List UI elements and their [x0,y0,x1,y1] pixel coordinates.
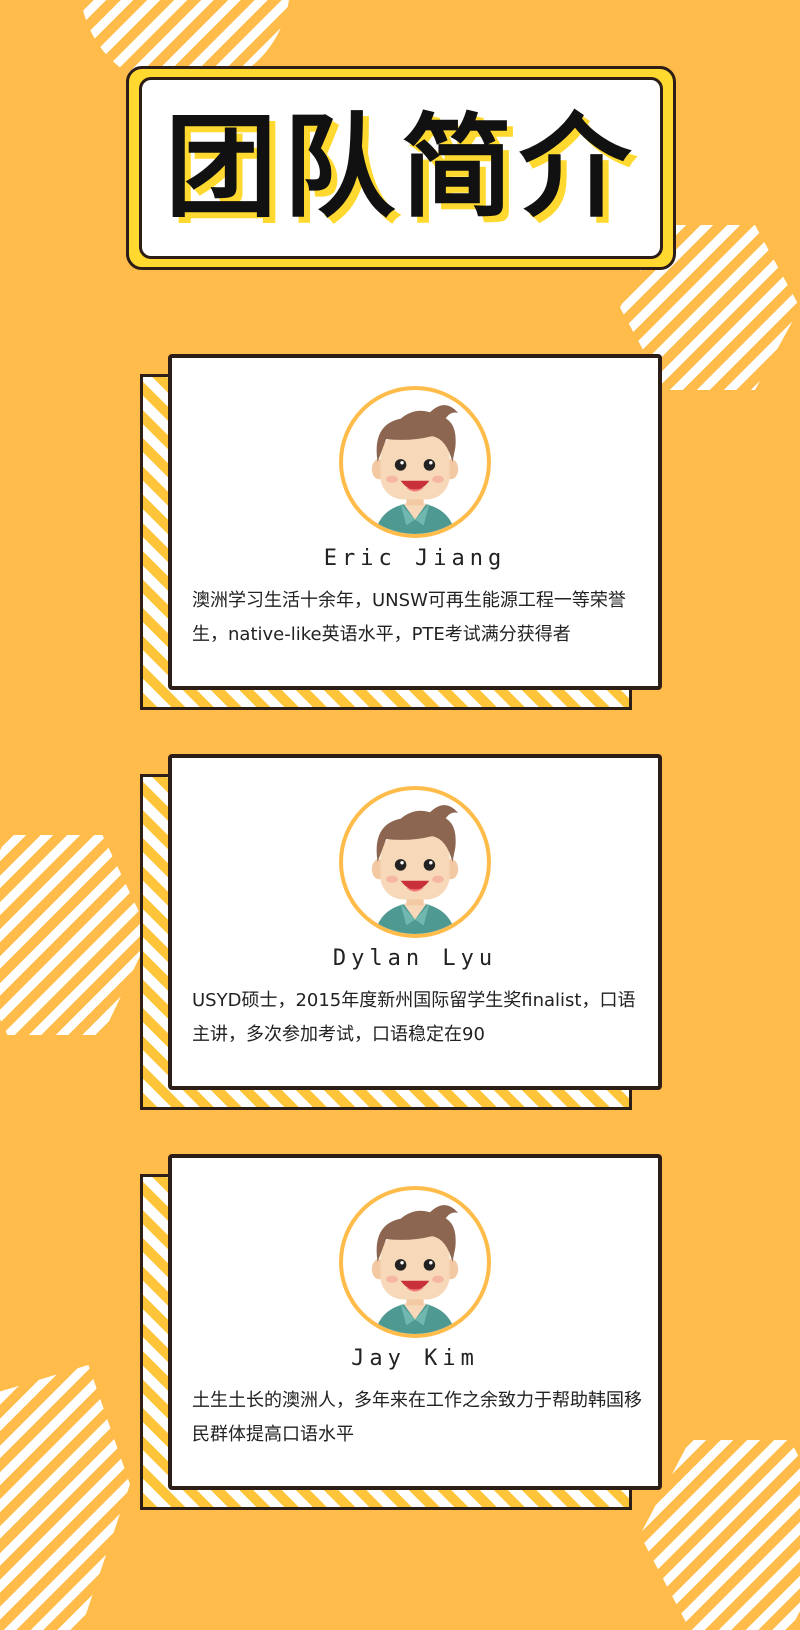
member-name: Eric Jiang [323,546,507,571]
member-name: Jay Kim [351,1346,479,1371]
cartoon-boy-avatar-icon [343,390,487,534]
decor-stripes-bottom-left [0,1365,130,1630]
avatar [339,386,491,538]
card-panel: Eric Jiang 澳洲学习生活十余年，UNSW可再生能源工程一等荣誉生，na… [168,354,662,690]
cartoon-boy-avatar-icon [343,1190,487,1334]
member-card-1: Eric Jiang 澳洲学习生活十余年，UNSW可再生能源工程一等荣誉生，na… [140,354,665,714]
member-card-3: Jay Kim 土生土长的澳洲人，多年来在工作之余致力于帮助韩国移民群体提高口语… [140,1154,665,1514]
title-panel: 团队简介 [139,77,663,259]
member-card-2: Dylan Lyu USYD硕士，2015年度新州国际留学生奖finalist，… [140,754,665,1114]
page-title: 团队简介 [165,103,637,233]
member-description: USYD硕士，2015年度新州国际留学生奖finalist，口语主讲，多次参加考… [192,990,636,1045]
card-panel: Dylan Lyu USYD硕士，2015年度新州国际留学生奖finalist，… [168,754,662,1090]
member-description: 土生土长的澳洲人，多年来在工作之余致力于帮助韩国移民群体提高口语水平 [192,1390,642,1445]
cartoon-boy-avatar-icon [343,790,487,934]
decor-stripes-hex-left [0,835,150,1035]
avatar [339,1186,491,1338]
member-description: 澳洲学习生活十余年，UNSW可再生能源工程一等荣誉生，native-like英语… [192,590,626,645]
title-banner: 团队简介 [126,66,676,270]
avatar [339,786,491,938]
card-panel: Jay Kim 土生土长的澳洲人，多年来在工作之余致力于帮助韩国移民群体提高口语… [168,1154,662,1490]
member-name: Dylan Lyu [332,946,498,971]
